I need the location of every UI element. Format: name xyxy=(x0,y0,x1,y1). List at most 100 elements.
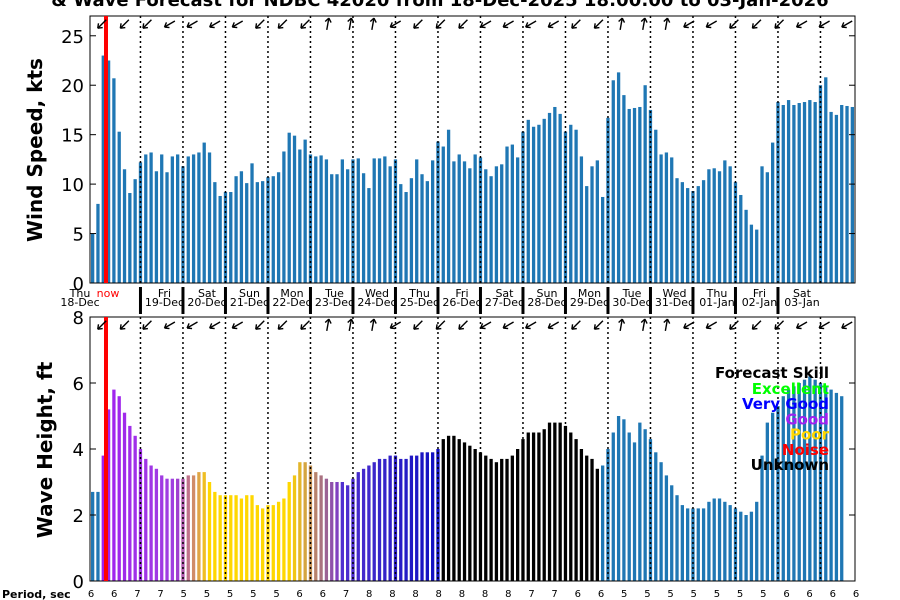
wind-arrow-head xyxy=(142,324,149,330)
wind-arrow-shaft xyxy=(255,19,265,29)
wind-arrow-head xyxy=(231,323,238,330)
wind-arrow-shaft xyxy=(841,321,853,329)
wind-arrow-shaft xyxy=(547,20,560,28)
wind-arrow-head xyxy=(729,23,735,29)
wave-bar xyxy=(186,475,190,581)
wave-bar xyxy=(510,455,514,581)
wind-bar xyxy=(574,129,578,283)
wind-bar xyxy=(431,160,435,283)
period-value: 7 xyxy=(157,589,163,600)
wave-bar xyxy=(276,501,281,581)
wave-bar xyxy=(829,389,833,581)
wind-arrow-head xyxy=(618,318,626,324)
wind-bar xyxy=(531,126,536,283)
wind-arrow-head xyxy=(255,23,261,29)
period-value: 5 xyxy=(250,589,256,600)
wave-bar xyxy=(797,383,801,581)
wave-bar xyxy=(452,435,456,581)
wave-bar xyxy=(606,449,610,581)
wind-arrow-head xyxy=(369,17,377,23)
wave-bar xyxy=(303,462,307,581)
day-label: Mon xyxy=(578,287,601,300)
wind-bar xyxy=(250,163,254,283)
wind-bar xyxy=(802,102,807,283)
wind-arrow-shaft xyxy=(751,19,762,29)
wave-bar xyxy=(335,482,339,581)
wind-bar xyxy=(282,151,286,283)
wind-arrow-head xyxy=(97,23,103,29)
wind-bar xyxy=(670,157,674,283)
wind-bar xyxy=(213,182,217,283)
wave-bar xyxy=(574,439,578,581)
wind-bar xyxy=(590,166,594,283)
wave-bar xyxy=(234,495,238,581)
wind-bar xyxy=(112,78,116,283)
wind-arrow-head xyxy=(347,318,355,324)
wind-arrow-shaft xyxy=(751,320,762,330)
wave-bar xyxy=(292,475,297,581)
wave-bar xyxy=(786,389,791,581)
wave-bar xyxy=(834,392,839,581)
wave-bar xyxy=(670,485,674,581)
legend-item-noise: Noise xyxy=(782,441,829,459)
period-value: 6 xyxy=(830,589,836,600)
now-label: now xyxy=(97,287,120,300)
wind-bar xyxy=(377,158,382,283)
wind-bar xyxy=(468,168,472,283)
wind-arrow-icon xyxy=(479,321,492,330)
wave-bar xyxy=(324,478,329,581)
wind-bar xyxy=(760,166,764,283)
wave-bar xyxy=(595,468,599,581)
wind-bar xyxy=(388,166,392,283)
wind-arrow-head xyxy=(479,323,486,330)
wind-arrow-icon xyxy=(525,20,537,29)
wind-bar xyxy=(292,135,297,283)
wind-bar xyxy=(622,95,626,283)
date-label: 30-Dec xyxy=(612,296,651,309)
wind-bar xyxy=(176,154,180,283)
wind-arrow-icon xyxy=(255,19,265,29)
wind-arrow-shaft xyxy=(255,320,265,330)
day-label: Sat xyxy=(793,287,812,300)
wind-bar xyxy=(319,155,323,283)
wind-arrow-head xyxy=(683,323,689,330)
wind-arrow-shaft xyxy=(818,321,830,329)
wave-bar xyxy=(239,498,244,581)
wind-frame xyxy=(89,15,856,284)
y-tick-label: 0 xyxy=(73,274,84,295)
wind-arrow-icon xyxy=(209,20,221,29)
wind-arrow-head xyxy=(186,22,193,29)
wind-bar xyxy=(643,85,647,283)
wind-bar xyxy=(218,195,222,283)
wind-arrow-head xyxy=(593,324,600,330)
wave-bar xyxy=(489,458,493,581)
wind-arrow-icon xyxy=(795,321,808,330)
wind-arrow-icon xyxy=(389,321,402,330)
wave-bar xyxy=(712,498,716,581)
wind-bar xyxy=(606,117,610,283)
wind-arrow-shaft xyxy=(729,320,739,330)
wind-arrow-head xyxy=(705,22,712,29)
wind-bar xyxy=(500,164,504,283)
wind-arrow-head xyxy=(841,323,847,330)
period-value: 5 xyxy=(714,589,720,600)
wind-arrow-shaft xyxy=(371,17,375,31)
wind-arrow-shaft xyxy=(119,19,130,29)
wave-bar xyxy=(579,449,584,581)
wind-bar xyxy=(654,129,658,283)
wave-bar xyxy=(840,396,844,581)
wave-bar xyxy=(478,452,483,581)
day-label: Fri xyxy=(158,287,171,300)
wave-bar xyxy=(664,475,669,581)
period-value: 6 xyxy=(598,589,604,600)
wind-bar xyxy=(340,159,344,283)
wind-arrow-head xyxy=(774,23,781,29)
wave-bar xyxy=(500,458,504,581)
wind-bar xyxy=(664,152,669,283)
wave-bar xyxy=(346,485,350,581)
wind-arrow-shaft xyxy=(642,17,646,31)
wind-bar xyxy=(462,161,467,283)
wind-arrow-shaft xyxy=(796,321,808,329)
wind-bar xyxy=(415,159,419,283)
wind-arrow-shaft xyxy=(619,318,623,332)
